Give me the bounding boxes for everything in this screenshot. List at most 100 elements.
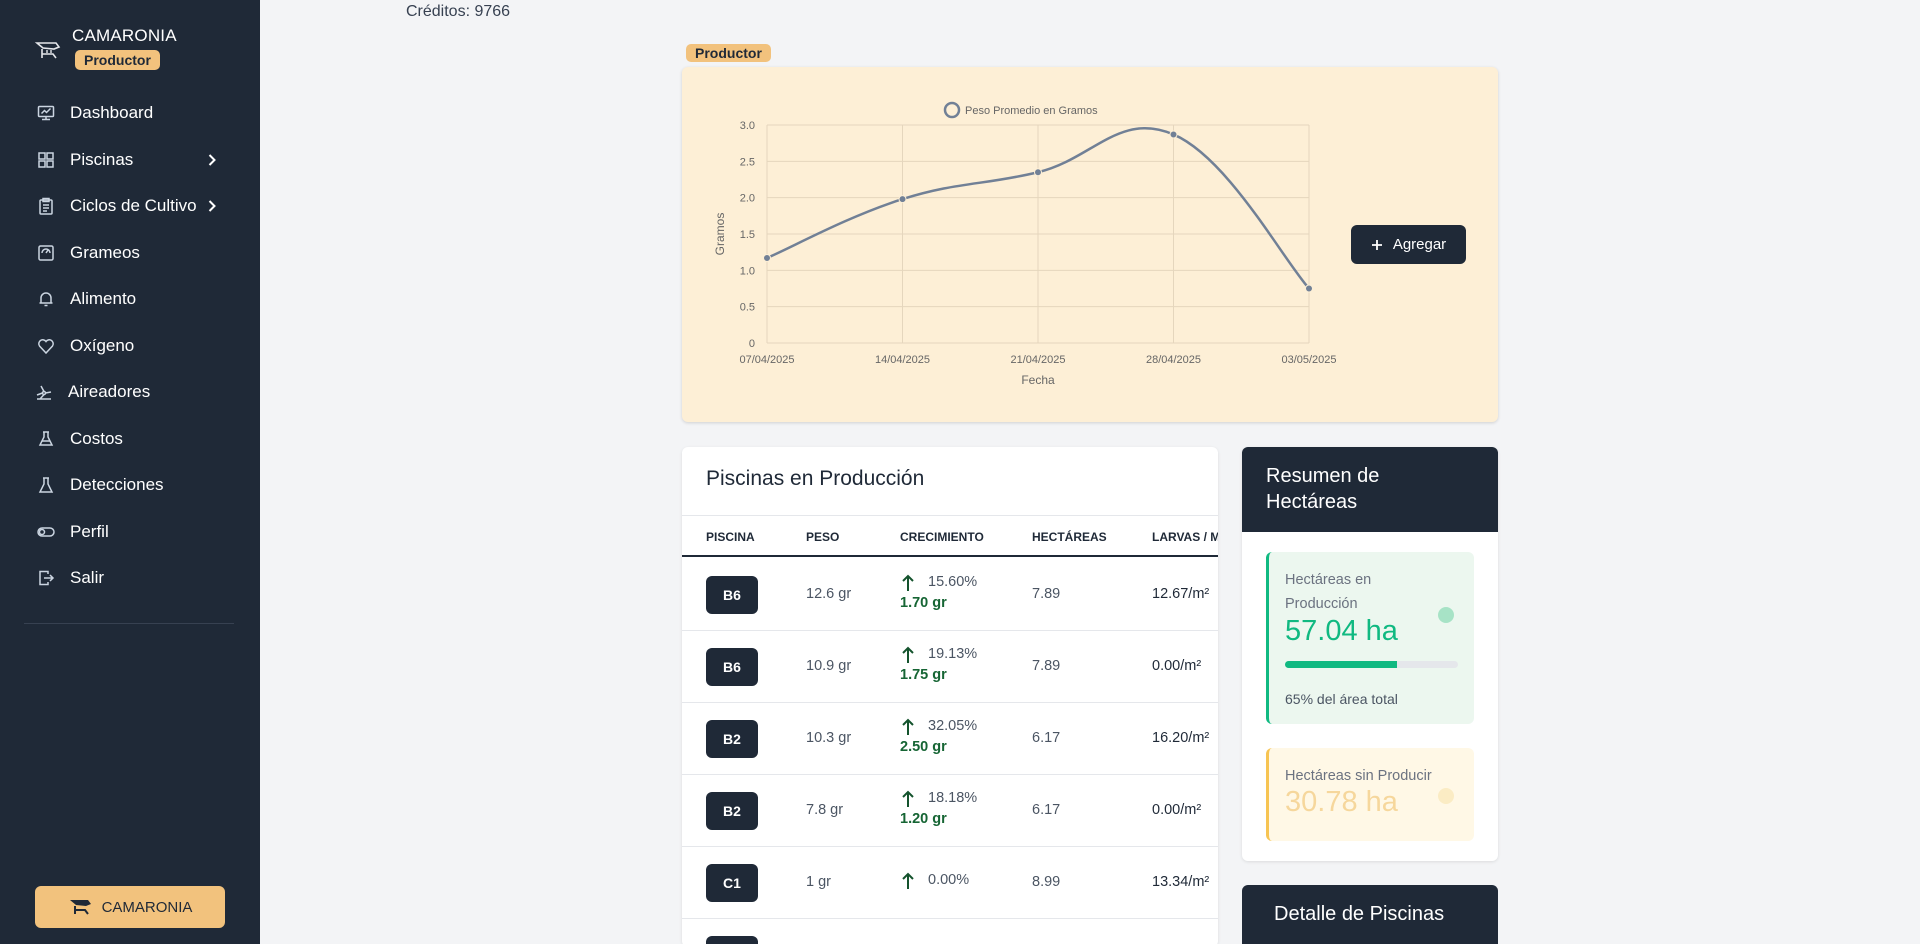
larvae-density-cell: 0.00/m² [1152,802,1202,818]
pool-detail-card: Detalle de Piscinas [1242,885,1498,944]
sidebar-item-oxigeno[interactable]: Oxígeno [0,323,260,370]
clipboard-icon [36,196,56,216]
table-row[interactable]: C1 1 gr 0.00% 8.99 13.34/m² [682,847,1218,919]
weight-cell: 12.6 gr [806,586,852,602]
data-point [1305,284,1313,293]
grid-icon [36,150,56,170]
column-header-peso[interactable]: PESO [806,530,840,544]
column-header-piscina[interactable]: PISCINA [706,530,755,544]
sidebar-item-label: Piscinas [70,149,134,169]
larvae-density-cell: 16.20/m² [1152,730,1210,746]
growth-percent: 0.00% [928,872,970,888]
sidebar-item-label: Ciclos de Cultivo [70,196,197,216]
sidebar-item-label: Perfil [70,521,109,541]
fan-icon [34,382,54,402]
weight-cell: 10.3 gr [806,730,852,746]
heart-icon [36,336,56,356]
weight-cell: 1 gr [806,874,831,890]
add-button-label: Agregar [1392,236,1447,253]
sidebar-item-alimento[interactable]: Alimento [0,276,260,323]
chevron-right-icon [208,200,216,212]
larvae-density-cell: 12.67/m² [1152,586,1210,602]
y-tick-label: 0.5 [740,302,755,314]
production-hectares-kpi: Hectáreas en Producción 57.04 ha 65% del… [1266,552,1474,724]
sidebar-item-aireadores[interactable]: Aireadores [0,369,260,416]
y-tick-label: 3.0 [740,120,755,132]
sidebar-item-costos[interactable]: Costos [0,416,260,463]
sidebar-item-grameos[interactable]: Grameos [0,230,260,277]
weight-cell: 10.9 gr [806,658,852,674]
camaronia-footer-button[interactable]: CAMARONIA [35,886,225,928]
table-row[interactable]: B2 10.3 gr 32.05% 2.50 gr 6.17 16.20/m² [682,703,1218,775]
chart-role-badge: Productor [686,44,771,62]
production-note: 65% del área total [1285,691,1398,707]
role-badge: Productor [75,50,160,70]
pool-badge[interactable]: B2 [706,792,758,830]
growth-grams: 1.70 gr [900,595,947,611]
brand[interactable]: CAMARONIA Productor [34,26,177,70]
arrow-up-icon [902,718,914,735]
sidebar-item-dashboard[interactable]: Dashboard [0,90,260,137]
hectares-cell: 7.89 [1032,658,1061,674]
sidebar-item-piscinas[interactable]: Piscinas [0,137,260,184]
hectares-cell: 6.17 [1032,802,1061,818]
arrow-up-icon [902,574,914,591]
sidebar-item-label: Detecciones [70,475,164,495]
credits-label: Créditos: 9766 [406,3,511,20]
sidebar-item-label: Salir [70,568,105,588]
y-tick-label: 2.5 [740,156,755,168]
production-progress-bar [1285,661,1458,668]
add-button[interactable]: Agregar [1351,225,1466,264]
growth-percent: 15.60% [928,574,978,590]
sidebar-item-label: Oxígeno [70,335,135,355]
sidebar-item-perfil[interactable]: Perfil [0,509,260,556]
brand-name: CAMARONIA [72,26,177,45]
table-row[interactable]: B6 10.9 gr 19.13% 1.75 gr 7.89 0.00/m² [682,631,1218,703]
x-axis-title: Fecha [1021,373,1055,387]
growth-grams: 2.50 gr [900,739,947,755]
table-row[interactable]: B6 12.6 gr 15.60% 1.70 gr 7.89 12.67/m² [682,559,1218,631]
data-point [898,195,907,204]
scale-icon [36,243,56,263]
progress-fill [1285,661,1398,668]
series-line [766,127,1310,290]
growth-grams: 1.20 gr [900,811,947,827]
hectares-cell: 8.99 [1032,874,1061,890]
arrow-up-icon [902,646,914,663]
weight-line-chart: 0 0.5 1.0 1.5 2.0 2.5 3.0 07/04/2025 14/04/2025 2… [713,101,1337,387]
sidebar-item-detecciones[interactable]: Detecciones [0,462,260,509]
sidebar-item-label: Costos [70,428,123,448]
pool-badge[interactable]: B6 [706,576,758,614]
hectares-cell: 7.89 [1032,586,1061,602]
production-value: 57.04 ha [1285,615,1398,647]
sidebar-item-ciclos-de-cultivo[interactable]: Ciclos de Cultivo [0,183,260,230]
sidebar-nav: Dashboard Piscinas Ciclos de Cultivo Gra… [0,90,260,602]
pool-badge[interactable]: C1 [706,864,758,902]
column-header-crecimiento[interactable]: CRECIMIENTO [900,530,984,544]
bell-icon [36,289,56,309]
chevron-right-icon [208,154,216,166]
sidebar-item-salir[interactable]: Salir [0,555,260,602]
flask-icon [36,429,56,449]
toggle-icon [36,522,56,542]
y-tick-label: 2.0 [740,193,755,205]
table-title: Piscinas en Producción [706,467,925,490]
production-pools-table: Piscinas en Producción PISCINA PESO CREC… [682,447,1218,944]
beaker-icon [36,475,56,495]
pool-badge[interactable] [706,936,758,944]
detail-title: Detalle de Piscinas [1274,903,1445,925]
hectares-cell: 6.17 [1032,730,1061,746]
pool-badge[interactable]: B6 [706,648,758,686]
growth-grams: 1.75 gr [900,667,947,683]
legend-marker [943,101,961,119]
table-row[interactable] [682,919,1218,944]
growth-percent: 32.05% [928,718,978,734]
column-header-hectareas[interactable]: HECTÁREAS [1032,530,1107,544]
sidebar-item-label: Grameos [70,242,140,262]
table-row[interactable]: B2 7.8 gr 18.18% 1.20 gr 6.17 0.00/m² [682,775,1218,847]
y-tick-label: 1.5 [740,229,755,241]
column-header-larvas[interactable]: LARVAS / M [1152,530,1218,544]
pool-badge[interactable]: B2 [706,720,758,758]
x-tick-label: 03/05/2025 [1281,354,1336,366]
larvae-density-cell: 13.34/m² [1152,874,1210,890]
